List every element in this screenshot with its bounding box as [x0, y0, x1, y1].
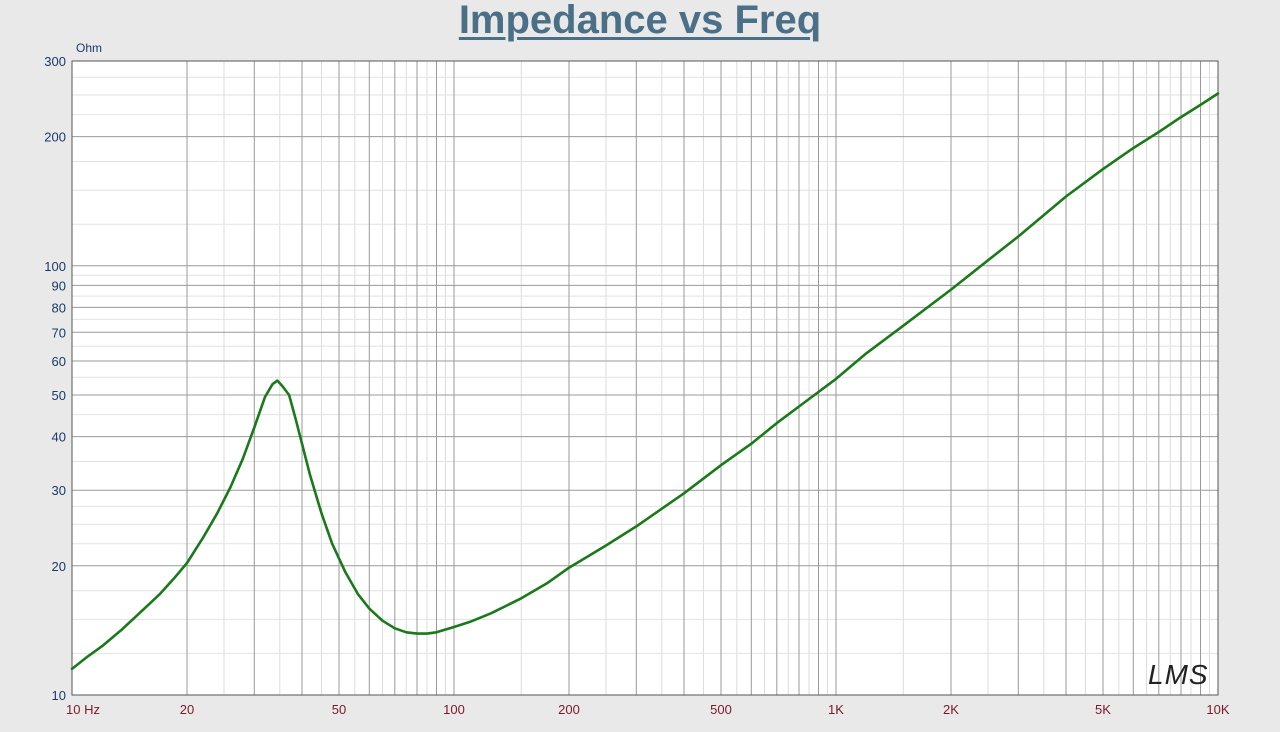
x-tick-label: 1K — [828, 702, 844, 717]
plot-frame — [71, 60, 1219, 696]
y-tick-label: 200 — [44, 130, 66, 145]
y-tick-label: 20 — [52, 559, 66, 574]
y-tick-label: 10 — [52, 688, 66, 703]
y-axis-label: Ohm — [76, 41, 102, 55]
x-tick-label: 200 — [558, 702, 580, 717]
y-tick-label: 70 — [52, 325, 66, 340]
x-tick-label: 20 — [180, 702, 194, 717]
x-tick-label: 5K — [1095, 702, 1111, 717]
x-tick-label: 500 — [710, 702, 732, 717]
chart-title: Impedance vs Freq — [458, 0, 822, 42]
plot-background — [72, 61, 1218, 695]
y-tick-label: 60 — [52, 354, 66, 369]
x-tick-label: 100 — [443, 702, 465, 717]
y-tick-label: 30 — [52, 483, 66, 498]
x-tick-label: 2K — [943, 702, 959, 717]
x-tick-label: 50 — [332, 702, 346, 717]
x-tick-label: 10K — [1206, 702, 1229, 717]
x-tick-label: 10 Hz — [66, 702, 100, 717]
y-tick-label: 40 — [52, 430, 66, 445]
y-tick-label: 80 — [52, 300, 66, 315]
impedance-curve — [70, 92, 1220, 671]
y-tick-label: 50 — [52, 388, 66, 403]
lms-watermark: LMS — [1148, 659, 1209, 690]
y-tick-label: 90 — [52, 278, 66, 293]
y-tick-label: 300 — [44, 54, 66, 69]
y-tick-label: 100 — [44, 259, 66, 274]
